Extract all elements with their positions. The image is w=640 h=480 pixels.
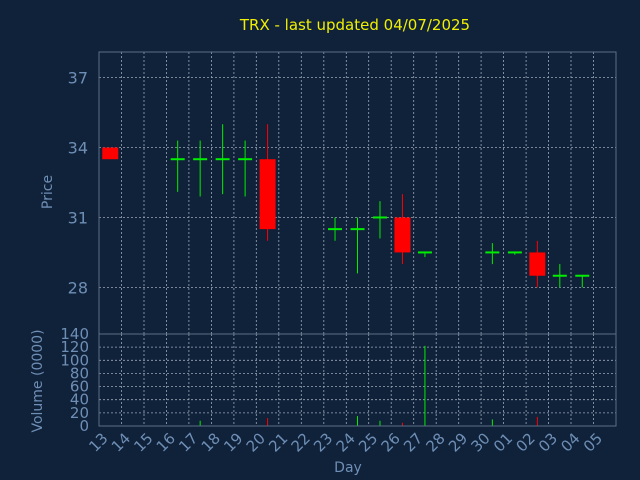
volume-tick-label: 140	[60, 325, 89, 343]
price-tick-label: 34	[68, 139, 88, 158]
volume-tick-label: 60	[70, 378, 89, 396]
candle-body	[259, 159, 276, 230]
volume-panel-border	[98, 333, 617, 427]
chart-title: TRX - last updated 04/07/2025	[239, 16, 470, 34]
candle-body	[102, 147, 119, 160]
volume-tick-label: 100	[60, 351, 89, 369]
y-axis-label: Price	[40, 175, 56, 209]
volume-axis-label: Volume (0000)	[30, 329, 46, 432]
volume-tick-label: 20	[70, 404, 89, 422]
volume-tick-label: 120	[60, 338, 89, 356]
volume-tick-label: 40	[70, 391, 89, 409]
volume-tick-label: 80	[70, 364, 89, 382]
x-axis-label: Day	[334, 460, 362, 476]
candle-body	[394, 217, 411, 253]
price-tick-label: 37	[68, 69, 88, 88]
price-tick-label: 28	[68, 278, 88, 297]
volume-tick-label: 0	[79, 417, 89, 435]
candle-body	[529, 252, 546, 276]
price-tick-label: 31	[68, 208, 88, 227]
chart-marks	[102, 124, 590, 426]
grid	[99, 52, 616, 426]
